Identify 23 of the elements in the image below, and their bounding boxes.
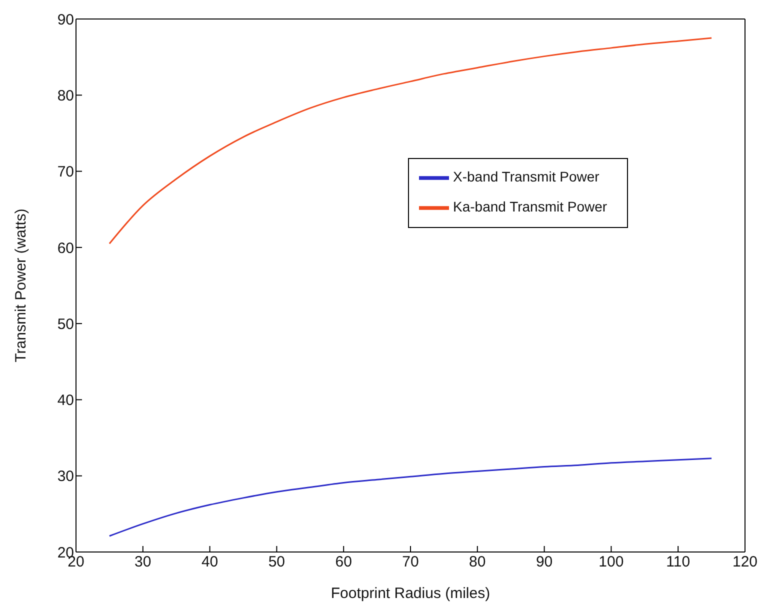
line-series xyxy=(108,37,712,244)
line-series xyxy=(108,458,712,537)
y-tick-label: 40 xyxy=(57,392,74,410)
y-tick-label: 70 xyxy=(57,164,74,181)
x-tick-label: 120 xyxy=(732,554,758,571)
y-tick-label: 90 xyxy=(57,11,74,28)
x-tick-label: 100 xyxy=(598,554,624,571)
x-tick-label: 110 xyxy=(666,554,690,571)
legend-label: X-band Transmit Power xyxy=(453,168,600,185)
x-tick-label: 60 xyxy=(335,554,352,571)
legend-label: Ka-band Transmit Power xyxy=(453,198,608,215)
x-tick-label: 90 xyxy=(536,554,553,571)
x-tick-label: 80 xyxy=(469,554,486,571)
x-axis-title: Footprint Radius (miles) xyxy=(330,585,490,602)
y-axis-title: Transmit Power (watts) xyxy=(12,208,30,362)
y-tick-label: 80 xyxy=(57,87,74,104)
x-tick-label: 70 xyxy=(402,554,419,571)
x-tick-label: 50 xyxy=(268,554,286,571)
y-tick-label: 60 xyxy=(57,240,74,257)
x-tick-label: 40 xyxy=(201,554,218,571)
y-tick-label: 30 xyxy=(57,468,74,486)
y-tick-label: 50 xyxy=(57,316,74,333)
x-tick-label: 30 xyxy=(134,554,152,571)
